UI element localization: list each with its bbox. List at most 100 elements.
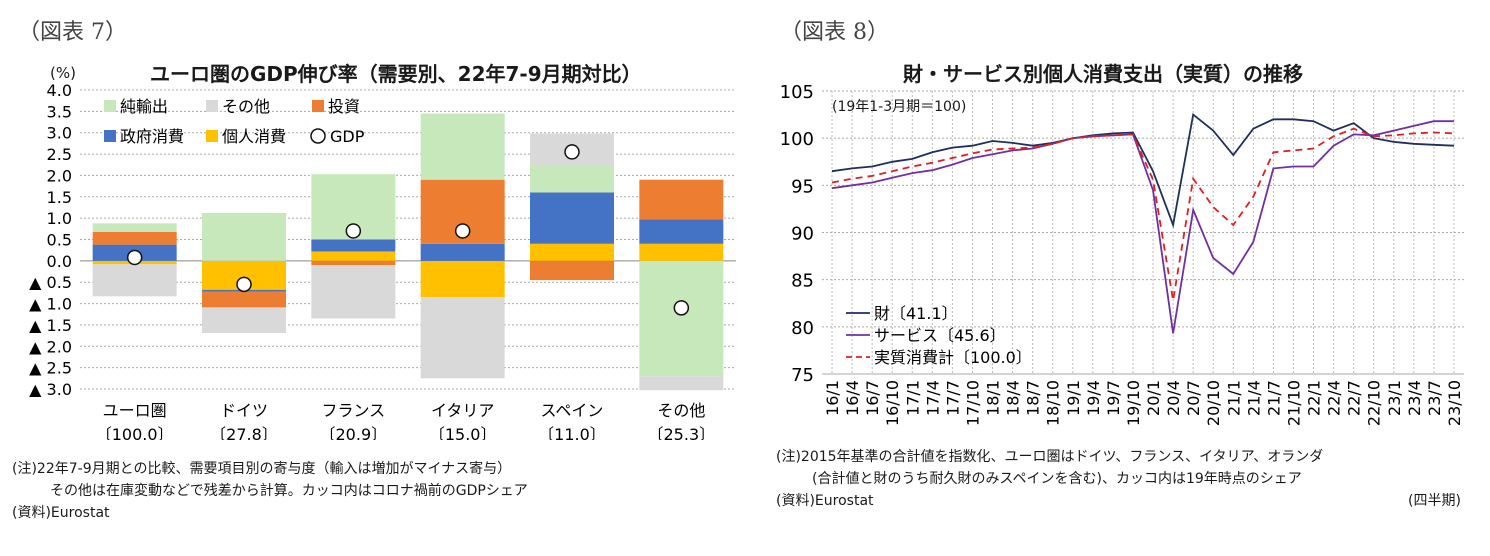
legend-label: 個人消費 — [222, 127, 286, 146]
bar-segment — [420, 243, 505, 261]
bar-segment — [530, 192, 614, 244]
bar-segment — [639, 179, 724, 220]
legend-swatch — [206, 130, 218, 142]
bar-segment — [202, 291, 286, 308]
fig8-note-1: (注)2015年基準の合計値を指数化、ユーロ圏はドイツ、フランス、イタリア、オラ… — [776, 449, 1324, 465]
fig7-label: （図表 7） — [18, 20, 127, 45]
x-tick-label: 23/4 — [1405, 380, 1424, 416]
y-tick-label: ▲ 3.0 — [29, 380, 72, 399]
legend-label: 実質消費計〔100.0〕 — [874, 348, 1032, 367]
fig7-source: (資料)Eurostat — [12, 505, 110, 521]
category-share-label: 〔27.8〕 — [210, 425, 278, 440]
bar-segment — [530, 260, 614, 281]
bar-segment — [311, 251, 396, 261]
gdp-marker — [564, 144, 580, 160]
gdp-marker — [126, 249, 143, 266]
legend-label: サービス〔45.6〕 — [874, 326, 1006, 345]
fig7-note-2: その他は在庫変動などで残差から計算。カッコ内はコロナ禍前のGDPシェア — [50, 483, 528, 499]
bar-segment — [311, 239, 396, 252]
y-tick-label: 105 — [780, 82, 814, 103]
category-label: フランス — [321, 401, 385, 420]
y-tick-label: 0.5 — [47, 231, 72, 250]
x-tick-label: 20/7 — [1184, 380, 1203, 416]
y-tick-label: ▲ 2.0 — [29, 337, 72, 356]
bar-segment — [92, 223, 177, 232]
y-tick-label: 90 — [791, 224, 814, 245]
series-line — [831, 120, 1454, 334]
fig8-note-2: (合計値と財のうち耐久財のみスペインを含む)、カッコ内は19年時点のシェア — [812, 471, 1302, 487]
x-tick-label: 19/10 — [1124, 380, 1143, 426]
bar-segment — [639, 260, 724, 377]
bar-segment — [530, 165, 614, 193]
legend-label: 投資 — [328, 97, 360, 116]
x-tick-label: 23/1 — [1385, 380, 1404, 416]
bar-segment — [92, 264, 177, 297]
x-tick-label: 17/1 — [903, 380, 922, 416]
x-tick-label: 22/4 — [1325, 380, 1344, 416]
x-tick-label: 22/10 — [1365, 380, 1384, 426]
y-tick-label: 2.5 — [47, 145, 72, 164]
y-tick-label: 4.0 — [47, 81, 72, 100]
bar-segment — [420, 260, 505, 298]
x-tick-label: 23/7 — [1425, 380, 1444, 416]
legend-swatch — [104, 130, 116, 142]
x-tick-label: 17/4 — [923, 380, 942, 416]
bar-segment — [92, 231, 177, 245]
y-tick-label: 0.0 — [47, 252, 72, 271]
y-tick-label: 3.5 — [47, 102, 72, 121]
legend-gdp-marker — [310, 128, 326, 144]
y-tick-label: ▲ 1.5 — [29, 316, 72, 335]
legend-swatch — [104, 100, 116, 112]
x-tick-label: 17/10 — [963, 380, 982, 426]
y-tick-label: 3.0 — [47, 124, 72, 143]
bar-segment — [639, 219, 724, 244]
legend-swatch — [206, 100, 218, 112]
x-tick-label: 21/1 — [1224, 380, 1243, 416]
y-tick-label: 1.0 — [47, 209, 72, 228]
bar-segment — [420, 113, 505, 180]
series-line — [831, 127, 1455, 301]
x-tick-label: 20/4 — [1164, 380, 1183, 416]
y-tick-label: 80 — [791, 318, 814, 339]
x-tick-label: 22/7 — [1345, 380, 1364, 416]
bar-segment — [639, 243, 724, 261]
legend-label: GDP — [330, 127, 365, 146]
gdp-marker — [454, 223, 471, 239]
x-tick-label: 16/10 — [883, 380, 902, 426]
category-label: ドイツ — [220, 401, 268, 420]
category-share-label: 〔15.0〕 — [429, 425, 497, 440]
y-tick-label: 75 — [791, 365, 814, 386]
y-tick-label: 2.0 — [47, 166, 72, 185]
fig8-base-note: (19年1-3月期＝100) — [832, 99, 967, 115]
x-tick-label: 19/1 — [1064, 380, 1083, 416]
x-tick-label: 16/4 — [843, 380, 862, 416]
x-tick-label: 22/1 — [1305, 380, 1324, 416]
category-share-label: 〔25.3〕 — [648, 425, 716, 440]
x-tick-label: 18/1 — [984, 380, 1003, 416]
fig8-source: (資料)Eurostat — [776, 493, 874, 509]
y-tick-label: ▲ 0.5 — [29, 273, 72, 292]
x-tick-label: 19/7 — [1104, 380, 1123, 416]
y-tick-label: 1.5 — [47, 188, 72, 207]
fig7-unit: (%) — [50, 64, 76, 82]
x-tick-label: 20/10 — [1204, 380, 1223, 426]
gdp-marker — [673, 300, 690, 316]
category-label: イタリア — [431, 401, 494, 420]
x-tick-label: 19/4 — [1084, 380, 1103, 416]
x-tick-label: 21/10 — [1284, 380, 1303, 426]
x-tick-label: 21/7 — [1264, 380, 1283, 416]
bar-segment — [420, 297, 505, 379]
x-tick-label: 18/4 — [1004, 380, 1023, 416]
x-tick-label: 16/1 — [823, 380, 842, 416]
fig8-period-note: (四半期) — [1408, 493, 1461, 509]
fig7-note-1: (注)22年7-9月期との比較、需要項目別の寄与度（輸入は増加がマイナス寄与） — [12, 461, 512, 477]
fig7-title: ユーロ圏のGDP伸び率（需要別、22年7-9月期対比） — [150, 62, 642, 86]
bar-segment — [202, 213, 286, 261]
category-label: その他 — [657, 401, 705, 420]
category-share-label: 〔20.9〕 — [320, 425, 388, 440]
bar-segment — [311, 260, 396, 266]
legend-label: 財〔41.1〕 — [874, 304, 958, 323]
y-tick-label: 85 — [791, 271, 814, 292]
y-tick-label: ▲ 1.0 — [29, 295, 72, 314]
y-tick-label: 100 — [780, 129, 814, 150]
